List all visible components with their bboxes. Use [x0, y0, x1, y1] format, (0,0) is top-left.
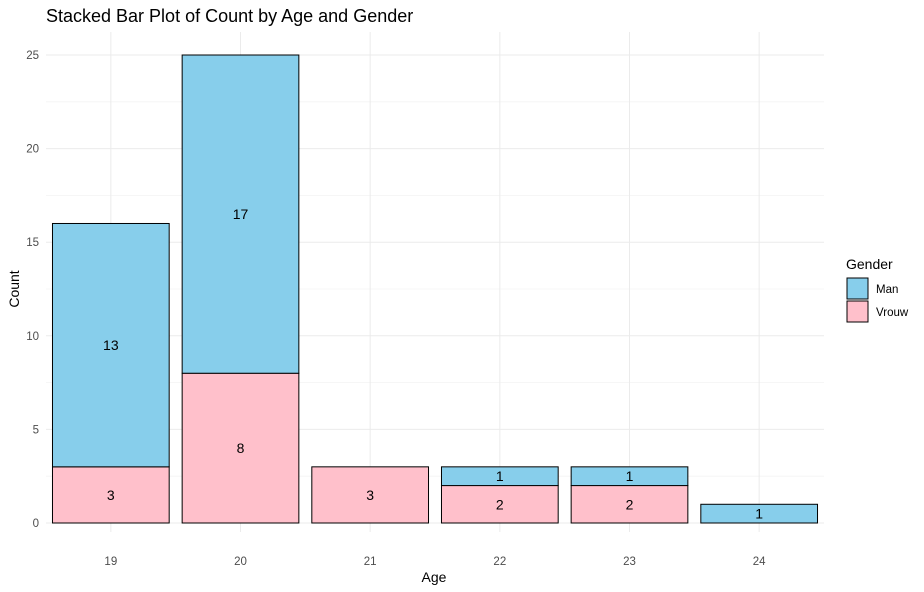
- bar-segment-vrouw: [570, 485, 689, 524]
- x-tick-label: 20: [234, 556, 247, 568]
- bar-segment-vrouw: [51, 466, 170, 524]
- x-tick-label: 21: [364, 556, 377, 568]
- bar-segment-vrouw: [181, 372, 300, 524]
- bar-segment-man: [440, 466, 559, 487]
- bar-segment-man: [181, 54, 300, 374]
- x-tick-label: 22: [493, 556, 506, 568]
- data-label: 8: [237, 440, 245, 456]
- y-tick-label: 0: [33, 518, 39, 530]
- bar-segment-man: [700, 503, 819, 524]
- bar-segment-vrouw: [311, 466, 430, 524]
- y-tick-label: 20: [26, 144, 39, 156]
- y-tick-label: 25: [26, 50, 39, 62]
- data-label: 1: [496, 468, 504, 484]
- legend-key-vrouw: [846, 300, 869, 323]
- chart-title: Stacked Bar Plot of Count by Age and Gen…: [46, 6, 413, 26]
- data-label: 1: [755, 506, 763, 522]
- legend-key-man: [846, 277, 869, 300]
- data-label: 17: [233, 206, 249, 222]
- x-axis-title: Age: [422, 569, 447, 585]
- x-tick-label: 19: [104, 556, 117, 568]
- y-tick-label: 5: [33, 424, 39, 436]
- bar-segment-man: [51, 222, 170, 468]
- y-tick-label: 10: [26, 331, 39, 343]
- legend: Gender Man Vrouw: [846, 256, 909, 323]
- y-axis-title: Count: [6, 270, 22, 307]
- data-label: 1: [626, 468, 634, 484]
- data-label: 2: [626, 496, 634, 512]
- legend-label-vrouw: Vrouw: [876, 307, 909, 319]
- data-label: 2: [496, 496, 504, 512]
- bars: 3 13 8 17 3 2 1 2 1 1: [51, 54, 819, 524]
- y-tick-label: 15: [26, 237, 39, 249]
- data-label: 13: [103, 337, 119, 353]
- legend-label-man: Man: [876, 284, 898, 296]
- data-label: 3: [107, 487, 115, 503]
- data-label: 3: [366, 487, 374, 503]
- x-tick-label: 23: [623, 556, 636, 568]
- x-tick-label: 24: [753, 556, 766, 568]
- legend-title: Gender: [846, 256, 893, 272]
- x-axis-ticks: 19 20 21 22 23 24: [104, 556, 766, 568]
- bar-segment-man: [570, 466, 689, 487]
- y-axis-ticks: 0 5 10 15 20 25: [26, 50, 39, 530]
